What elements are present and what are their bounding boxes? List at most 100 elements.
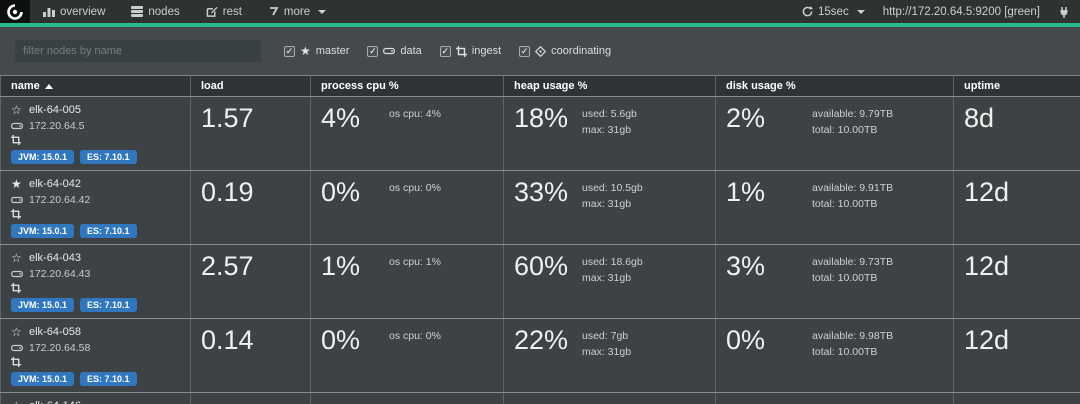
load-cell: 0.19 bbox=[190, 170, 311, 245]
navbar-right: 15sec http://172.20.64.5:9200 [green] bbox=[802, 6, 1070, 18]
load-value: 2.57 bbox=[201, 251, 254, 281]
node-name-link[interactable]: elk-64-005 bbox=[29, 104, 81, 116]
nav-item-rest[interactable]: rest bbox=[193, 0, 255, 23]
node-name-link[interactable]: elk-64-146 bbox=[29, 399, 81, 404]
disk-total: total: 10.00TB bbox=[812, 345, 878, 358]
filter-row: ✓ ★ master ✓ data ✓ ingest ✓ bbox=[0, 27, 1080, 69]
disk-percent: 1% bbox=[726, 177, 766, 207]
node-name-cell: ☆ elk-64-043 172.20.64.43 JVM: 15.0.1 ES… bbox=[0, 244, 191, 319]
role-filter-master[interactable]: ✓ ★ master bbox=[284, 45, 349, 57]
nav-item-nodes[interactable]: nodes bbox=[118, 0, 192, 23]
role-filter-label: coordinating bbox=[551, 45, 612, 57]
nav-item-label: nodes bbox=[148, 5, 180, 18]
es-version-badge: ES: 7.10.1 bbox=[80, 372, 137, 386]
disk-cell: 3% available: 9.73TB total: 10.00TB bbox=[715, 244, 954, 319]
cerebro-logo[interactable] bbox=[0, 0, 30, 23]
ingest-crop-icon bbox=[11, 135, 21, 145]
disconnect-plug-icon[interactable] bbox=[1058, 6, 1070, 18]
os-cpu-detail: os cpu: 0% bbox=[389, 330, 441, 342]
uptime-value: 12d bbox=[964, 177, 1010, 207]
disk-percent: 2% bbox=[726, 103, 766, 133]
master-star-icon: ☆ bbox=[11, 325, 22, 339]
cerebro-logo-icon bbox=[7, 3, 23, 20]
role-filter-ingest[interactable]: ✓ ingest bbox=[439, 45, 501, 57]
master-checkbox[interactable]: ✓ bbox=[284, 45, 295, 57]
jvm-version-badge: JVM: 15.0.1 bbox=[11, 372, 75, 386]
load-cell: 1.57 bbox=[190, 96, 311, 171]
cpu-cell: 1% os cpu: 1% bbox=[310, 392, 504, 404]
node-name-cell: ☆ elk-64-058 172.20.64.58 JVM: 15.0.1 ES… bbox=[0, 318, 191, 393]
cpu-cell: 0% os cpu: 0% bbox=[310, 170, 504, 245]
load-value: 0.19 bbox=[201, 177, 254, 207]
chevron-down-icon bbox=[318, 9, 327, 14]
table-row: ☆ elk-64-043 172.20.64.43 JVM: 15.0.1 ES… bbox=[0, 244, 1080, 319]
disk-total: total: 10.00TB bbox=[812, 123, 878, 136]
nav-item-overview[interactable]: overview bbox=[30, 0, 118, 23]
master-star-icon: ☆ bbox=[11, 251, 22, 265]
column-header-disk[interactable]: disk usage % bbox=[715, 75, 954, 97]
heap-cell: 60% used: 18.6gb max: 31gb bbox=[503, 244, 716, 319]
uptime-value: 12d bbox=[964, 251, 1010, 281]
column-header-cpu[interactable]: process cpu % bbox=[310, 75, 504, 97]
heap-percent: 51% bbox=[514, 400, 570, 404]
ingest-crop-icon bbox=[11, 357, 21, 367]
master-star-icon: ☆ bbox=[11, 103, 22, 117]
heap-percent: 22% bbox=[514, 325, 569, 355]
nodes-table-body: ☆ elk-64-005 172.20.64.5 JVM: 15.0.1 ES:… bbox=[0, 96, 1080, 404]
es-version-badge: ES: 7.10.1 bbox=[80, 224, 137, 238]
uptime-value: 8d bbox=[964, 103, 995, 133]
coordinating-checkbox[interactable]: ✓ bbox=[519, 45, 531, 57]
nav-item-label: rest bbox=[222, 5, 242, 18]
role-filter-label: master bbox=[315, 45, 350, 57]
heap-max: max: 31gb bbox=[582, 271, 632, 284]
table-row: ☆ elk-64-146 172.20.64.146 JVM: 15.0.1 E… bbox=[0, 392, 1080, 404]
uptime-cell: 8d bbox=[953, 96, 1080, 171]
ingest-checkbox[interactable]: ✓ bbox=[439, 45, 451, 57]
os-cpu-detail: os cpu: 0% bbox=[389, 182, 441, 194]
ingest-crop-icon bbox=[11, 209, 21, 219]
os-cpu-detail: os cpu: 1% bbox=[389, 256, 441, 268]
disk-available: available: 9.79TB bbox=[812, 108, 894, 120]
cpu-percent: 1% bbox=[321, 400, 377, 404]
refresh-interval-dropdown[interactable]: 15sec bbox=[802, 6, 865, 18]
cpu-percent: 0% bbox=[321, 325, 361, 355]
node-name-link[interactable]: elk-64-043 bbox=[29, 252, 81, 264]
column-header-name[interactable]: name bbox=[0, 75, 191, 97]
table-row: ☆ elk-64-005 172.20.64.5 JVM: 15.0.1 ES:… bbox=[0, 96, 1080, 171]
nav-item-label: more bbox=[283, 5, 311, 18]
node-filter-input[interactable] bbox=[14, 39, 262, 63]
disk-cell: 1% available: 9.91TB total: 10.00TB bbox=[715, 170, 954, 245]
nav-item-more[interactable]: more bbox=[255, 0, 339, 23]
uptime-cell bbox=[953, 392, 1080, 404]
column-header-uptime[interactable]: uptime bbox=[953, 75, 1080, 97]
heap-cell: 22% used: 7gb max: 31gb bbox=[503, 318, 716, 393]
disk-cell: 0% available: 9.91TB total: 10.00TB bbox=[715, 392, 954, 404]
heap-used: used: 10.5gb bbox=[582, 182, 643, 194]
data-checkbox[interactable]: ✓ bbox=[367, 45, 379, 57]
jvm-version-badge: JVM: 15.0.1 bbox=[11, 298, 75, 312]
heap-max: max: 31gb bbox=[582, 345, 632, 358]
node-name-link[interactable]: elk-64-058 bbox=[29, 326, 81, 338]
nav-item-label: overview bbox=[60, 5, 106, 18]
refresh-interval-label: 15sec bbox=[818, 5, 849, 18]
heap-cell: 51% used: 15.8gb max: 31gb bbox=[503, 392, 716, 404]
cpu-percent: 4% bbox=[321, 103, 361, 133]
heap-max: max: 31gb bbox=[582, 197, 632, 210]
hdd-icon bbox=[11, 270, 23, 278]
jvm-version-badge: JVM: 15.0.1 bbox=[11, 224, 75, 238]
role-filter-data[interactable]: ✓ data bbox=[367, 45, 422, 57]
heap-used: used: 5.6gb bbox=[582, 108, 637, 120]
heap-used: used: 18.6gb bbox=[582, 256, 643, 268]
star-icon: ★ bbox=[300, 44, 311, 58]
es-version-badge: ES: 7.10.1 bbox=[80, 298, 137, 312]
disk-available: available: 9.73TB bbox=[812, 256, 894, 268]
column-header-load[interactable]: load bbox=[190, 75, 311, 97]
heap-cell: 18% used: 5.6gb max: 31gb bbox=[503, 96, 716, 171]
column-header-heap[interactable]: heap usage % bbox=[503, 75, 716, 97]
cpu-cell: 0% os cpu: 0% bbox=[310, 318, 504, 393]
disk-cell: 2% available: 9.79TB total: 10.00TB bbox=[715, 96, 954, 171]
role-filter-coordinating[interactable]: ✓ coordinating bbox=[519, 45, 611, 57]
node-name-link[interactable]: elk-64-042 bbox=[29, 178, 81, 190]
os-cpu-detail: os cpu: 4% bbox=[389, 108, 441, 120]
heap-max: max: 31gb bbox=[582, 123, 632, 136]
